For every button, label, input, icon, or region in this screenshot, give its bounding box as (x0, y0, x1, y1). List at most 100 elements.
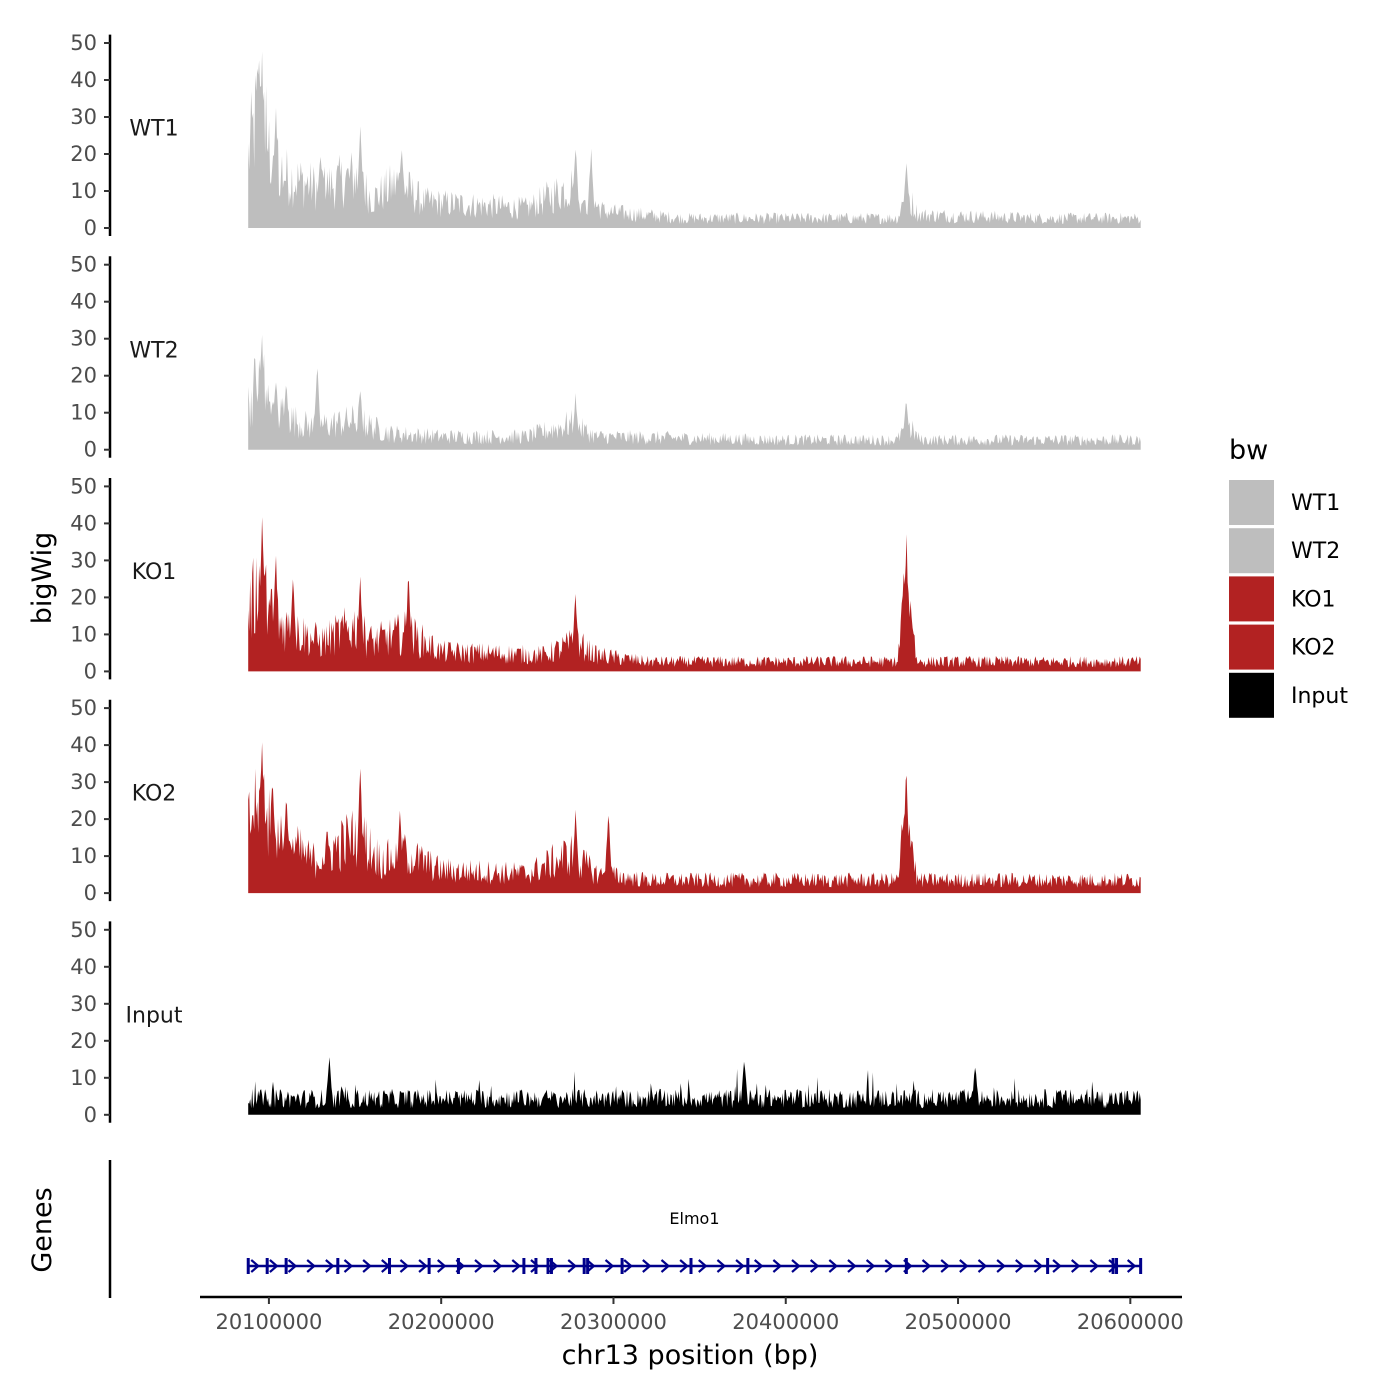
x-tick-label: 20400000 (732, 1310, 839, 1334)
genes-track: Elmo1 (108, 1160, 1143, 1298)
genes-axis-title: Genes (27, 1187, 58, 1272)
legend-label-ko2: KO2 (1291, 636, 1336, 661)
track-wt2: 0 10 20 30 40 50 WT2 (70, 253, 1141, 462)
strand-arrow (325, 1259, 335, 1273)
legend-key-wt1 (1229, 480, 1274, 525)
strand-arrow (642, 1259, 652, 1273)
strand-arrow (436, 1259, 447, 1273)
y-tick-label: 40 (70, 733, 97, 757)
strand-arrow (492, 1259, 503, 1273)
track-label: WT2 (129, 338, 178, 363)
strand-arrow (679, 1259, 689, 1273)
track-input: 0 10 20 30 40 50 Input (70, 918, 1141, 1127)
strand-arrow (847, 1259, 857, 1273)
legend-key-input (1229, 672, 1274, 718)
x-axis-title: chr13 position (bp) (562, 1340, 819, 1371)
legend-key-ko2 (1229, 624, 1274, 670)
exon (689, 1258, 693, 1274)
strand-arrow (660, 1259, 671, 1273)
strand-arrow (1089, 1259, 1100, 1273)
strand-arrow (623, 1259, 633, 1273)
track-label: Input (126, 1003, 183, 1028)
exon (388, 1258, 392, 1274)
y-tick-label: 20 (70, 807, 97, 831)
exon (522, 1258, 526, 1274)
strand-arrow (474, 1259, 484, 1273)
y-tick-label: 0 (84, 659, 97, 683)
coverage-area-input (248, 1057, 1141, 1115)
strand-arrow (399, 1259, 410, 1273)
exon (265, 1258, 269, 1274)
x-tick-label: 20600000 (1077, 1310, 1184, 1334)
y-tick-label: 10 (70, 844, 97, 868)
legend-title: bw (1229, 435, 1268, 466)
y-tick-label: 30 (70, 992, 97, 1016)
strand-arrow (698, 1259, 708, 1273)
gene-name: Elmo1 (669, 1209, 719, 1228)
y-tick-label: 20 (70, 364, 97, 388)
strand-arrow (269, 1259, 279, 1273)
strand-arrow (959, 1259, 969, 1273)
strand-arrow (250, 1259, 260, 1273)
exon (1139, 1258, 1143, 1274)
exon (336, 1258, 340, 1274)
strand-arrow (343, 1259, 354, 1273)
strand-arrow (586, 1259, 596, 1273)
strand-arrow (306, 1259, 316, 1273)
track-ko1: 0 10 20 30 40 50 KO1 (70, 474, 1141, 683)
strand-arrow (884, 1259, 894, 1273)
y-tick-label: 10 (70, 1066, 97, 1090)
y-tick-label: 40 (70, 290, 97, 314)
strand-arrow (977, 1259, 988, 1273)
coverage-area-wt2 (248, 335, 1141, 450)
y-tick-label: 30 (70, 770, 97, 794)
y-tick-label: 40 (70, 955, 97, 979)
strand-arrow (418, 1259, 428, 1273)
exon (620, 1258, 624, 1274)
strand-arrow (772, 1259, 783, 1273)
strand-arrow (809, 1259, 820, 1273)
exon (427, 1258, 431, 1274)
strand-arrow (511, 1259, 521, 1273)
legend-key-wt2 (1229, 528, 1274, 574)
exon (586, 1258, 590, 1274)
x-tick-label: 20200000 (388, 1310, 495, 1334)
y-tick-label: 20 (70, 1029, 97, 1053)
exon (549, 1258, 553, 1274)
strand-arrow (791, 1259, 801, 1273)
y-tick-label: 30 (70, 327, 97, 351)
x-tick-label: 20500000 (905, 1310, 1012, 1334)
exon (582, 1258, 586, 1274)
y-tick-label: 0 (84, 438, 97, 462)
strand-arrow (828, 1259, 838, 1273)
y-tick-label: 10 (70, 622, 97, 646)
y-tick-label: 10 (70, 179, 97, 203)
legend-label-wt1: WT1 (1291, 491, 1340, 516)
legend-key-ko1 (1229, 576, 1274, 622)
strand-arrow (1070, 1259, 1081, 1273)
exon (284, 1258, 288, 1274)
y-tick-label: 0 (84, 1103, 97, 1127)
legend: bw WT1 WT2 KO1 KO2 Input (1229, 435, 1348, 718)
y-tick-label: 50 (70, 31, 97, 55)
track-label: KO2 (132, 782, 177, 807)
exon (456, 1258, 460, 1274)
strand-arrow (921, 1259, 932, 1273)
strand-arrow (1126, 1259, 1137, 1273)
legend-label-input: Input (1291, 684, 1348, 709)
exon (546, 1258, 550, 1274)
strand-arrow (716, 1259, 727, 1273)
strand-arrow (567, 1259, 577, 1273)
track-label: KO1 (132, 560, 177, 585)
y-tick-label: 50 (70, 918, 97, 942)
strand-arrow (362, 1259, 372, 1273)
exon (1115, 1258, 1119, 1274)
strand-arrow (1033, 1259, 1044, 1273)
legend-label-wt2: WT2 (1291, 539, 1340, 564)
strand-arrow (735, 1259, 745, 1273)
strand-arrow (940, 1259, 950, 1273)
legend-label-ko1: KO1 (1291, 587, 1336, 612)
y-tick-label: 20 (70, 585, 97, 609)
strand-arrow (1052, 1259, 1062, 1273)
